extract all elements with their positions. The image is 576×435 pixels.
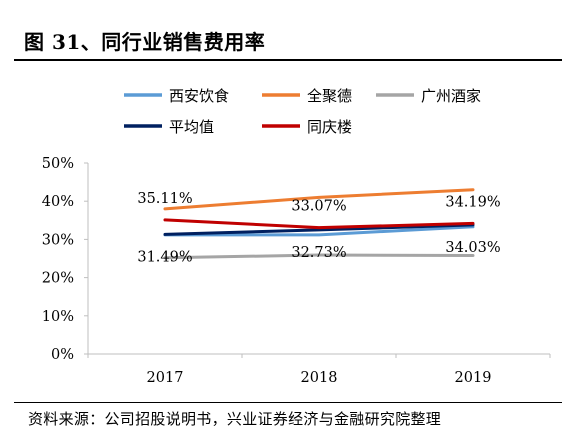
series-line — [163, 225, 475, 237]
figure-title-bar: 图 31、同行业销售费用率 — [14, 22, 562, 61]
y-tick-label: 10% — [42, 309, 74, 325]
chart-area: 0% 10% 20% 30% 40% 50% 2017 2018 2019 35.11% 33.07… — [14, 62, 562, 402]
source-bar: 资料来源：公司招股说明书，兴业证券经济与金融研究院整理 — [14, 402, 562, 434]
x-tick-label: 2017 — [147, 370, 184, 386]
legend-label: 全聚德 — [307, 87, 352, 105]
legend-label: 西安饮食 — [169, 87, 229, 105]
data-label: 32.73% — [291, 245, 346, 261]
data-label: 31.49% — [137, 250, 192, 266]
x-tick-label: 2018 — [301, 370, 338, 386]
y-tick-label: 30% — [42, 232, 74, 248]
data-label: 34.19% — [445, 194, 500, 210]
data-label: 33.07% — [291, 199, 346, 215]
series-line — [163, 223, 475, 236]
legend-label: 同庆楼 — [307, 118, 352, 136]
x-tick-label: 2019 — [455, 370, 492, 386]
series-line — [163, 218, 475, 230]
y-tick-label: 20% — [42, 271, 74, 287]
y-tick-label: 40% — [42, 194, 74, 210]
y-tick-label: 50% — [42, 156, 74, 172]
y-tick-label: 0% — [51, 347, 74, 363]
series-line — [163, 188, 475, 211]
legend-label: 广州酒家 — [421, 87, 481, 105]
data-label: 35.11% — [137, 191, 192, 207]
figure-title: 图 31、同行业销售费用率 — [24, 30, 266, 54]
data-label: 34.03% — [445, 240, 500, 256]
line-chart: 0% 10% 20% 30% 40% 50% 2017 2018 2019 35.11% 33.07… — [42, 87, 551, 386]
series-line — [163, 253, 475, 260]
legend-label: 平均值 — [169, 118, 214, 136]
source-note: 资料来源：公司招股说明书，兴业证券经济与金融研究院整理 — [28, 410, 442, 428]
